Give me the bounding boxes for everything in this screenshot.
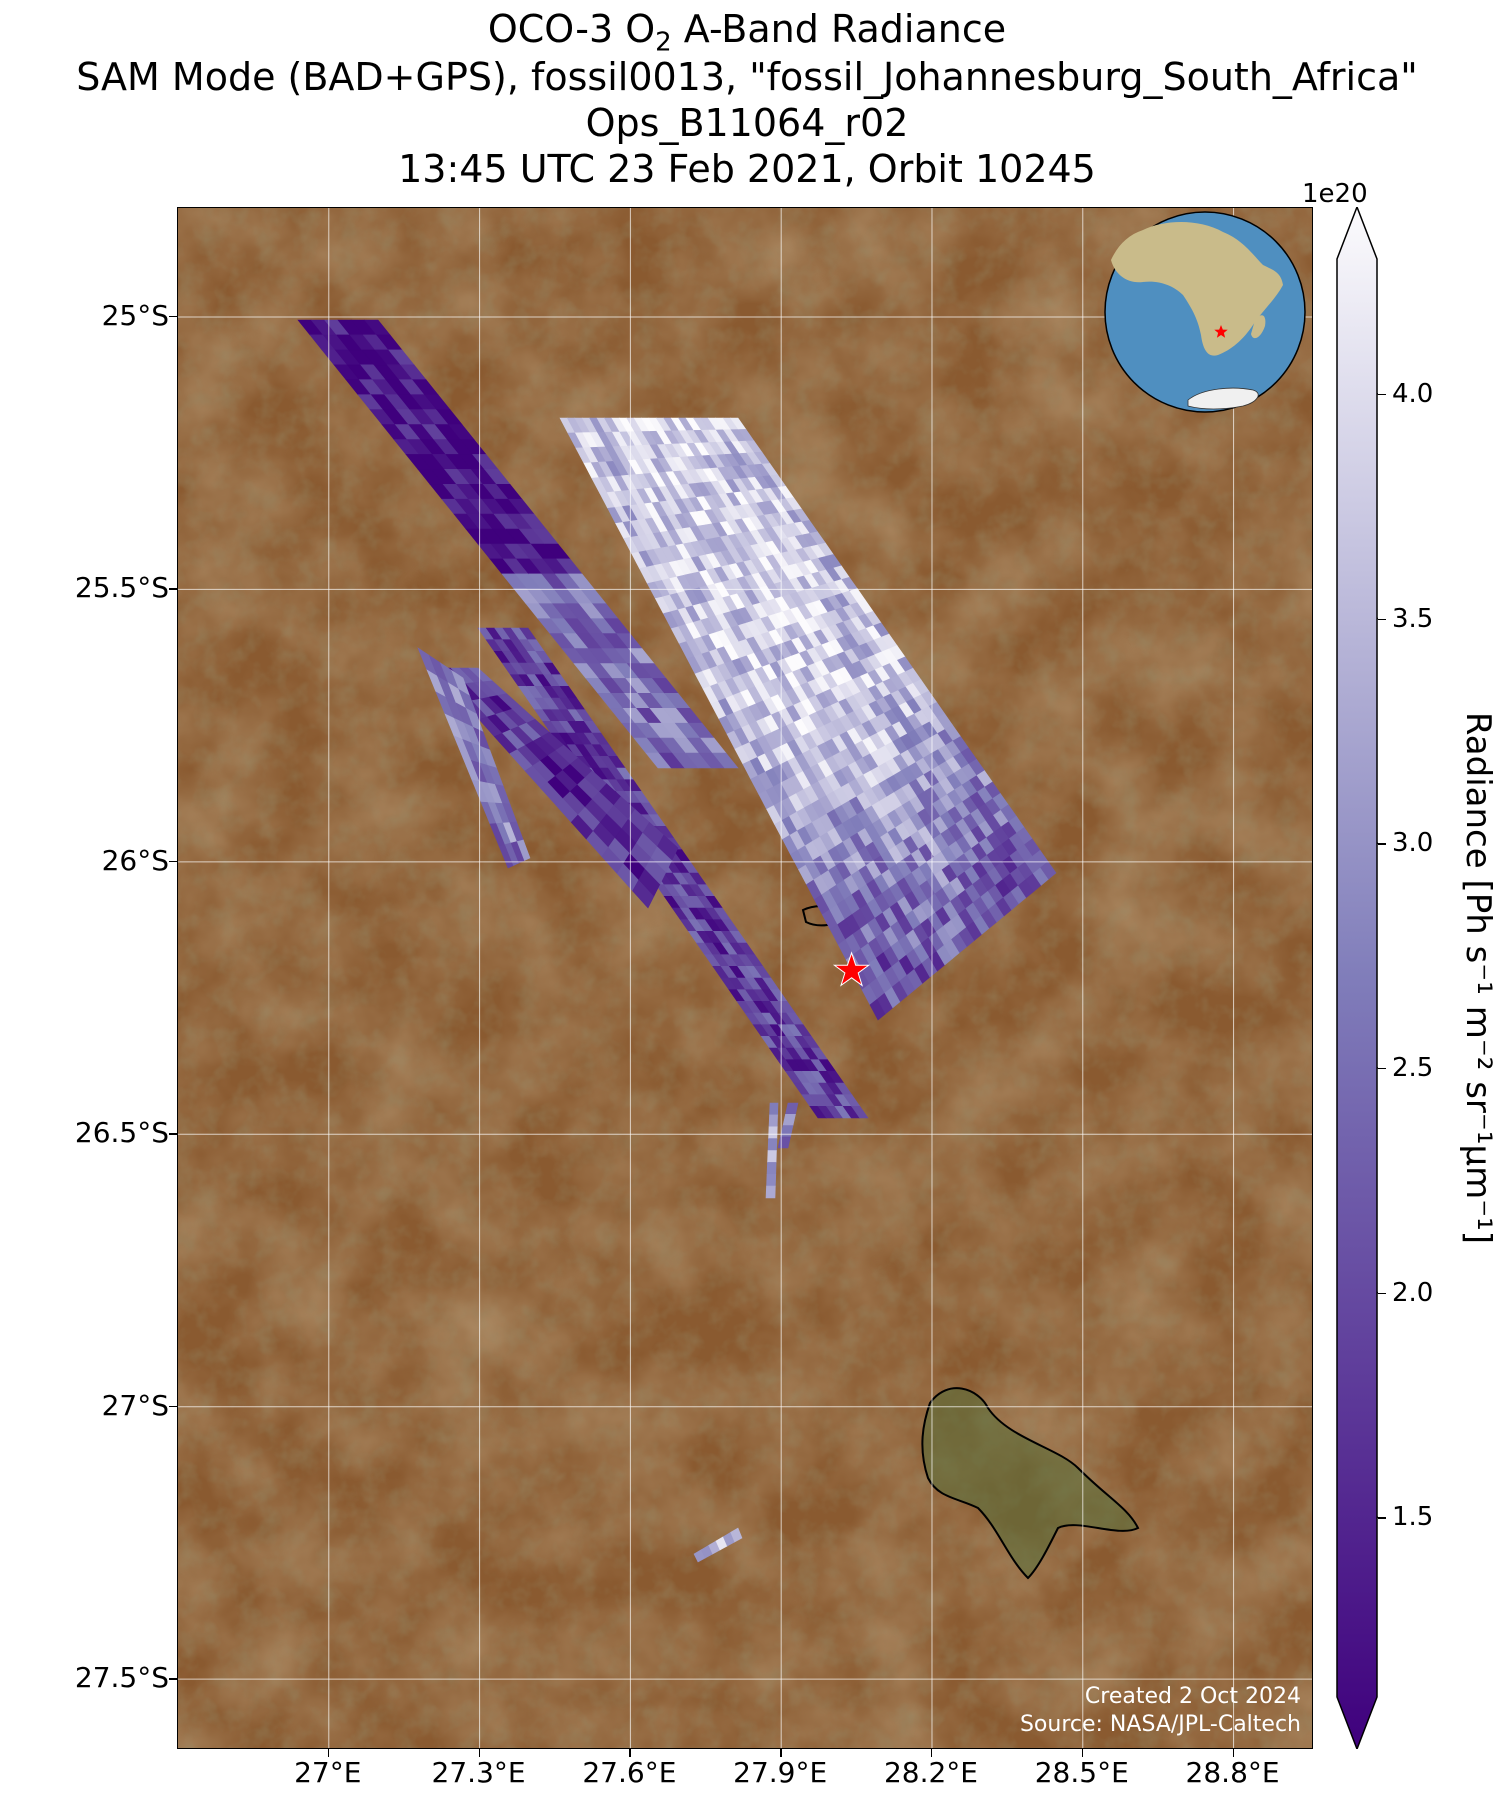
- lon-tick: [930, 1749, 933, 1757]
- colorbar-tick-label: 2.5: [1392, 1052, 1434, 1083]
- globe-star-icon: [1214, 325, 1228, 338]
- globe-africa-land: [1111, 222, 1283, 356]
- lat-tick-label: 27.5°S: [74, 1661, 169, 1695]
- swath-cell: [1040, 861, 1057, 880]
- colorbar-gradient: [1336, 207, 1378, 1749]
- colorbar-tick-mark: [1378, 1517, 1386, 1519]
- swath-cell: [730, 1527, 743, 1543]
- lon-tick: [327, 1749, 330, 1757]
- swath-cell: [767, 1138, 778, 1151]
- colorbar-tick-label: 2.0: [1392, 1277, 1434, 1308]
- swath-cell: [766, 1173, 777, 1187]
- lon-tick-label: 27.3°E: [431, 1756, 526, 1789]
- lat-tick: [169, 315, 177, 318]
- lon-tick: [478, 1749, 481, 1757]
- title-line-1: OCO-3 O2 A-Band Radiance: [487, 7, 1007, 58]
- source-credit: Source: NASA/JPL-Caltech: [1019, 1712, 1301, 1737]
- lon-tick-label: 28.8°E: [1185, 1756, 1280, 1789]
- colorbar-tick-label: 4.0: [1392, 378, 1434, 409]
- lon-tick-label: 28.2°E: [883, 1756, 978, 1789]
- lat-tick-label: 25°S: [101, 298, 169, 332]
- colorbar-tick-label: 3.0: [1392, 828, 1434, 859]
- lon-tick: [1232, 1749, 1235, 1757]
- lon-tick-label: 28.5°E: [1034, 1756, 1129, 1789]
- colorbar-tick-label: 1.5: [1392, 1502, 1434, 1533]
- lat-tick: [169, 1405, 177, 1408]
- colorbar-exponent: 1e20: [1302, 179, 1368, 209]
- colorbar: [1336, 207, 1378, 1749]
- swath-cell: [785, 1102, 799, 1115]
- dam-outline: [921, 1387, 1140, 1580]
- lat-tick: [169, 1678, 177, 1680]
- lon-tick-label: 27.9°E: [733, 1756, 828, 1789]
- colorbar-tick-label: 3.5: [1392, 603, 1434, 634]
- globe-madagascar-land: [1251, 315, 1266, 339]
- lon-tick-label: 27.6°E: [582, 1756, 677, 1789]
- swath-cell: [766, 1162, 777, 1175]
- swath-cell: [712, 752, 739, 769]
- lat-tick: [169, 588, 177, 590]
- swath-cell: [768, 1126, 778, 1139]
- radiance-swaths: [297, 319, 1057, 1563]
- swath-cell: [777, 1136, 791, 1149]
- colorbar-label: Radiance [Ph s⁻¹ m⁻² sr⁻¹μm⁻¹]: [1458, 711, 1494, 1245]
- swath-cell: [765, 1185, 776, 1199]
- swath-cell: [780, 1125, 794, 1138]
- swath-cell: [657, 834, 679, 861]
- lat-tick-label: 25.5°S: [74, 571, 169, 605]
- created-credit: Created 2 Oct 2024: [1084, 1684, 1301, 1709]
- inset-globe: [1104, 211, 1306, 413]
- lon-tick: [780, 1749, 782, 1757]
- lat-tick: [169, 1133, 177, 1135]
- lat-tick-label: 27°S: [101, 1388, 169, 1422]
- colorbar-tick-mark: [1378, 1292, 1386, 1295]
- title-line-2: SAM Mode (BAD+GPS), fossil0013, "fossil_…: [76, 55, 1418, 99]
- map-panel: [177, 207, 1313, 1749]
- colorbar-tick-mark: [1378, 1067, 1386, 1070]
- gridlines: [178, 208, 1312, 1748]
- globe-antarctica-land: [1187, 387, 1259, 410]
- swath-cell: [768, 1114, 778, 1128]
- lat-tick: [169, 860, 177, 863]
- lon-tick: [629, 1749, 631, 1757]
- swath-cell: [851, 1105, 869, 1119]
- swath-cell: [782, 1113, 796, 1126]
- swath-cell: [769, 1102, 779, 1116]
- swath-cell: [767, 1150, 777, 1163]
- swath-cell: [516, 839, 531, 861]
- colorbar-tick-mark: [1378, 618, 1386, 620]
- map-canvas: [178, 208, 1312, 1748]
- lat-tick-label: 26°S: [101, 843, 169, 877]
- lon-tick: [1081, 1749, 1084, 1757]
- title-line-3: Ops_B11064_r02: [585, 101, 909, 145]
- colorbar-tick-mark: [1378, 843, 1386, 845]
- title-line-4: 13:45 UTC 23 Feb 2021, Orbit 10245: [398, 147, 1096, 191]
- colorbar-tick-mark: [1378, 393, 1386, 396]
- colorbar-ticks: [1377, 393, 1378, 1518]
- target-star-icon: [832, 951, 871, 987]
- lat-tick-label: 26.5°S: [74, 1116, 169, 1150]
- lon-tick-label: 27°E: [294, 1756, 362, 1789]
